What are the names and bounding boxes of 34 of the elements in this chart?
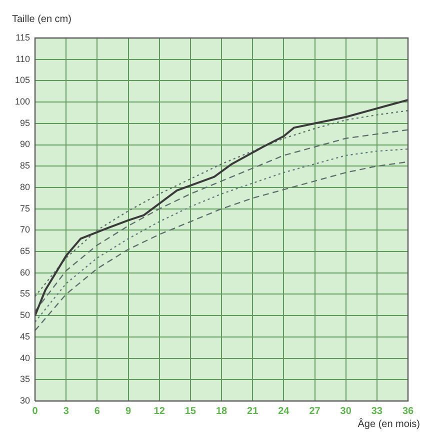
y-tick-label: 30 xyxy=(20,395,30,406)
y-tick-label: 90 xyxy=(20,139,30,150)
y-tick-label: 85 xyxy=(20,160,30,171)
y-tick-label: 35 xyxy=(20,374,30,384)
x-tick-label: 3 xyxy=(63,406,70,417)
y-tick-label: 40 xyxy=(20,352,30,363)
y-tick-label: 50 xyxy=(20,310,30,320)
x-tick-label: 15 xyxy=(184,406,196,417)
x-tick-label: 21 xyxy=(247,406,259,417)
y-tick-label: 100 xyxy=(14,96,30,107)
y-tick-label: 65 xyxy=(20,246,30,256)
y-tick-label: 105 xyxy=(14,75,30,86)
x-tick-label: 6 xyxy=(94,406,100,417)
line-series xyxy=(35,129,408,312)
y-tick-label: 45 xyxy=(20,331,30,342)
x-axis-title: Âge (en mois) xyxy=(358,418,420,430)
x-tick-label: 18 xyxy=(216,406,228,417)
y-tick-label: 55 xyxy=(20,288,30,299)
y-tick-label: 80 xyxy=(20,182,30,192)
y-tick-label: 115 xyxy=(16,32,30,42)
x-tick-label: 33 xyxy=(371,406,383,417)
y-tick-label: 60 xyxy=(20,267,30,278)
y-tick-label: 70 xyxy=(20,224,30,235)
x-tick-label: 24 xyxy=(278,406,290,417)
y-tick-label: 95 xyxy=(20,118,30,128)
y-axis-title: Taille (en cm) xyxy=(12,14,72,25)
x-tick-label: 30 xyxy=(340,406,352,417)
x-tick-label: 27 xyxy=(309,406,321,417)
x-tick-label: 12 xyxy=(154,406,166,417)
y-tick-label: 110 xyxy=(16,54,30,64)
x-tick-label: 36 xyxy=(402,406,414,417)
x-tick-label: 9 xyxy=(125,406,132,417)
y-tick-label: 75 xyxy=(20,203,30,214)
x-tick-label: 0 xyxy=(32,406,38,417)
